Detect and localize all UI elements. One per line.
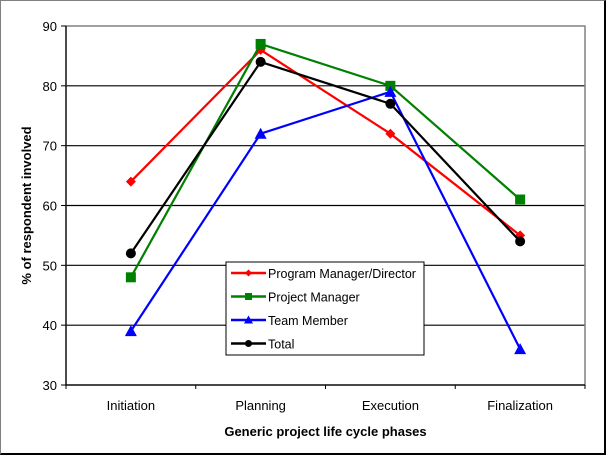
series-team-member <box>124 85 527 355</box>
series-line <box>129 90 522 350</box>
data-point-diamond <box>125 176 136 187</box>
series-line <box>129 42 521 278</box>
y-tick-label: 70 <box>43 139 57 154</box>
data-point-triangle <box>124 325 137 337</box>
y-tick-label: 30 <box>43 378 57 393</box>
data-point-diamond <box>385 128 396 139</box>
data-point-square <box>125 272 136 283</box>
series-line <box>130 48 521 237</box>
data-point-triangle <box>514 343 527 355</box>
y-tick-labels: 30 40 50 60 70 80 90 <box>43 19 57 393</box>
legend-marker-triangle <box>244 315 253 324</box>
legend-marker-square <box>245 293 252 300</box>
data-point-square <box>515 194 526 205</box>
legend-marker-circle <box>245 340 252 347</box>
legend-label: Project Manager <box>268 291 360 305</box>
series-line <box>129 60 521 254</box>
data-point-square <box>255 38 266 49</box>
x-tick-labels: Initiation Planning Execution Finalization <box>107 398 553 413</box>
x-tick-label: Initiation <box>107 398 155 413</box>
data-point-triangle <box>254 127 267 139</box>
legend-marker-diamond <box>245 269 252 277</box>
legend: Program Manager/Director Project Manager T… <box>225 261 425 356</box>
x-tick-label: Planning <box>235 398 286 413</box>
y-tick-label: 90 <box>43 19 57 34</box>
data-point-triangle <box>384 85 397 97</box>
series-program-manager-director <box>125 44 526 241</box>
series-group <box>124 38 527 355</box>
legend-label: Total <box>268 338 294 352</box>
x-tick-label: Execution <box>362 398 419 413</box>
y-tick-label: 50 <box>43 258 57 273</box>
data-point-circle <box>255 56 266 67</box>
x-axis-title: Generic project life cycle phases <box>224 424 426 439</box>
y-axis-title: % of respondent involved <box>19 126 34 284</box>
legend-item: Program Manager/Director <box>231 267 416 281</box>
y-tick-label: 80 <box>43 79 57 94</box>
axes <box>61 25 586 389</box>
legend-item: Project Manager <box>231 291 360 305</box>
legend-label: Program Manager/Director <box>268 267 416 281</box>
legend-box <box>225 261 425 356</box>
data-point-circle <box>125 248 136 259</box>
legend-item: Total <box>231 338 294 352</box>
data-point-circle <box>385 98 396 109</box>
legend-item: Team Member <box>231 314 348 328</box>
x-tick-label: Finalization <box>487 398 553 413</box>
data-point-circle <box>515 236 526 247</box>
legend-label: Team Member <box>268 314 348 328</box>
series-total <box>125 56 526 259</box>
y-tick-label: 40 <box>43 318 57 333</box>
y-tick-label: 60 <box>43 199 57 214</box>
